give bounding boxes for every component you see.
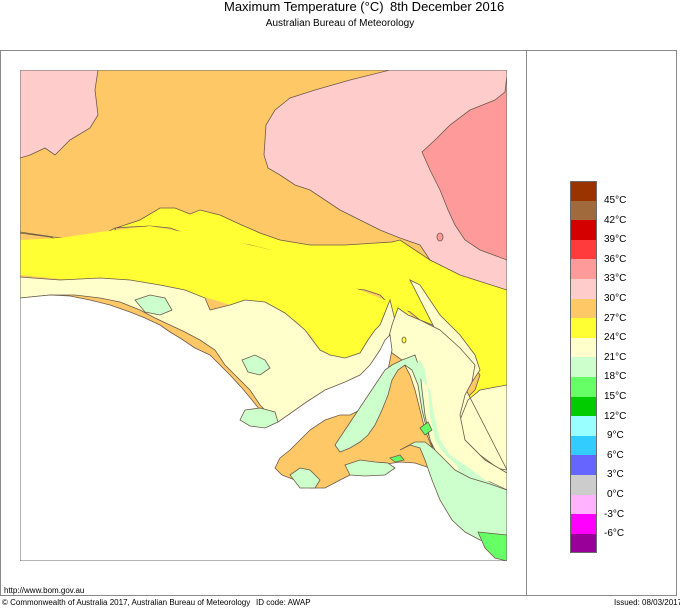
legend-label: 6°C [607, 449, 624, 461]
legend-label: 27°C [604, 312, 627, 324]
legend-label: 18°C [604, 371, 627, 383]
legend-bin [570, 259, 597, 279]
legend-bin [570, 396, 597, 417]
legend-label: 45°C [604, 195, 627, 206]
legend-label: 24°C [604, 332, 627, 344]
legend-bin [570, 278, 597, 299]
legend-label: -3°C [604, 508, 625, 520]
map-frame [0, 50, 677, 596]
temperature-map [20, 70, 507, 561]
legend-label: 15°C [604, 391, 627, 402]
legend-label: 3°C [607, 469, 624, 481]
legend-bin [570, 181, 597, 201]
title-date: 8th December 2016 [390, 0, 505, 14]
legend-colorbar [570, 181, 598, 554]
legend-bin [570, 435, 597, 456]
legend-bin [570, 514, 597, 534]
legend-label: 21°C [604, 351, 627, 363]
id-code: ID code: AWAP [256, 598, 311, 607]
legend-bin [570, 220, 597, 240]
legend-label: 30°C [604, 293, 627, 304]
legend-bin [570, 376, 597, 397]
legend-bin [570, 494, 597, 515]
legend-label: 0°C [607, 489, 624, 500]
map-title: Maximum Temperature (°C) 8th December 20… [0, 0, 680, 15]
legend-divider [526, 50, 527, 596]
issued-date: Issued: 08/03/2017 [614, 598, 680, 607]
legend-bin [570, 357, 597, 377]
legend-label: 36°C [604, 253, 627, 265]
legend-bin [570, 298, 597, 319]
legend-label: -6°C [604, 528, 625, 540]
legend-label: 33°C [604, 273, 627, 285]
legend-bin [570, 455, 597, 475]
legend-bin [570, 337, 597, 358]
copyright-text: © Commonwealth of Australia 2017, Austra… [2, 598, 251, 607]
subtitle: Australian Bureau of Meteorology [265, 18, 415, 29]
source-url[interactable]: http://www.bom.gov.au [4, 586, 85, 595]
legend-bin [570, 474, 597, 495]
legend-bin [570, 533, 597, 554]
legend-label: 9°C [607, 430, 624, 442]
title-text: Maximum Temperature (°C) [224, 0, 384, 14]
legend-bin [570, 239, 597, 260]
legend-bin [570, 416, 597, 436]
legend-label: 39°C [604, 234, 627, 246]
legend-label: 12°C [604, 410, 627, 422]
legend-label: 42°C [604, 214, 627, 226]
legend-bin [570, 200, 597, 221]
legend-bin [570, 318, 597, 338]
